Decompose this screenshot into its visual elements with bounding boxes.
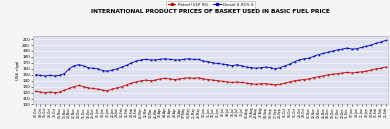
Line: Petrol (ULP 95): Petrol (ULP 95) <box>35 66 386 93</box>
Petrol (ULP 95) <box>355 72 359 73</box>
Diesel 0.05% S <box>235 64 239 65</box>
Diesel 0.05% S <box>33 74 38 76</box>
Legend: Petrol (ULP 95), Diesel 0.05% S: Petrol (ULP 95), Diesel 0.05% S <box>166 1 255 9</box>
Diesel 0.05% S <box>115 68 119 70</box>
Petrol (ULP 95) <box>115 87 119 89</box>
Petrol (ULP 95) <box>230 82 234 83</box>
Diesel 0.05% S <box>355 48 359 49</box>
Diesel 0.05% S <box>383 39 388 41</box>
Petrol (ULP 95) <box>235 81 239 83</box>
Diesel 0.05% S <box>43 75 48 77</box>
Petrol (ULP 95) <box>383 66 388 68</box>
Petrol (ULP 95) <box>43 92 48 93</box>
Diesel 0.05% S <box>153 59 158 61</box>
Petrol (ULP 95) <box>33 91 38 92</box>
Diesel 0.05% S <box>230 65 234 67</box>
Petrol (ULP 95) <box>110 88 115 90</box>
Y-axis label: US$ c/gal: US$ c/gal <box>16 61 20 80</box>
Diesel 0.05% S <box>110 69 115 71</box>
Line: Diesel 0.05% S: Diesel 0.05% S <box>35 39 386 77</box>
Petrol (ULP 95) <box>153 79 158 81</box>
Text: INTERNATIONAL PRODUCT PRICES OF BASKET USED IN BASIC FUEL PRICE: INTERNATIONAL PRODUCT PRICES OF BASKET U… <box>91 9 330 14</box>
